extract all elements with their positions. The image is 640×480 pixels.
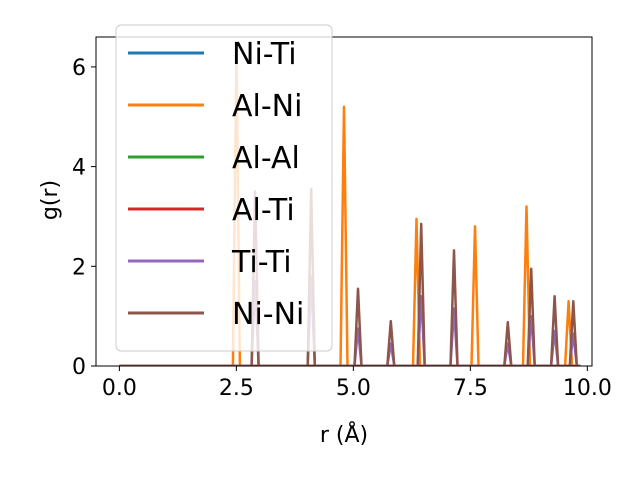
legend-label-ni-ni: Ni-Ni <box>232 297 304 332</box>
x-tick-label: 10.0 <box>563 376 612 401</box>
legend-label-al-ni: Al-Ni <box>232 89 302 124</box>
axes-frame <box>95 36 593 367</box>
legend-label-al-al: Al-Al <box>232 141 300 176</box>
y-axis-label: g(r) <box>38 180 63 220</box>
x-tick-label: 7.5 <box>453 376 488 401</box>
legend-label-al-ti: Al-Ti <box>232 193 295 228</box>
y-tick-label: 0 <box>72 355 86 380</box>
x-tick-label: 0.0 <box>102 376 137 401</box>
x-tick-label: 2.5 <box>219 376 254 401</box>
y-tick-label: 4 <box>72 156 86 181</box>
y-tick-label: 6 <box>72 56 86 81</box>
x-axis-label: r (Å) <box>320 421 368 448</box>
x-tick-label: 5.0 <box>336 376 371 401</box>
legend-label-ni-ti: Ni-Ti <box>232 37 297 72</box>
legend-label-ti-ti: Ti-Ti <box>231 245 292 280</box>
axes: 0.0 2.5 5.0 7.5 10.0 0 2 4 6 <box>72 36 612 401</box>
legend: Ni-Ti Al-Ni Al-Al Al-Ti Ti-Ti Ni-Ni <box>115 24 333 352</box>
y-tick-label: 2 <box>72 255 86 280</box>
